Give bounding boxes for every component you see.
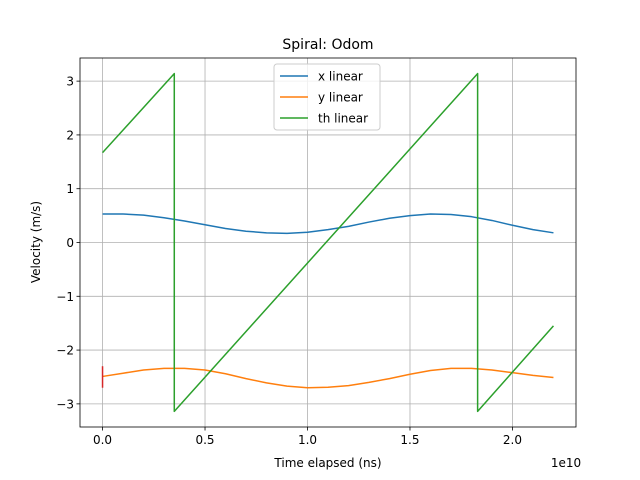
legend-box — [273, 63, 381, 131]
y-tick-label: 1 — [66, 182, 74, 196]
y-tick-label: 0 — [66, 236, 74, 250]
series-layer — [101, 72, 555, 413]
y-tick-label: −1 — [56, 290, 74, 304]
x-axis-label: Time elapsed (ns) — [273, 456, 381, 470]
x-tick-label: 0.5 — [195, 433, 214, 447]
series-line-th-linear — [101, 72, 555, 413]
x-tick-label: 2.0 — [503, 433, 522, 447]
y-tick-label: 2 — [66, 128, 74, 142]
legend-label: x linear — [318, 70, 363, 84]
y-axis-label: Velocity (m/s) — [29, 201, 43, 283]
chart-title: Spiral: Odom — [282, 37, 373, 53]
series-line-y-linear — [102, 367, 554, 389]
x-tick-label: 1.5 — [400, 433, 419, 447]
x-tick-label: 1.0 — [298, 433, 317, 447]
y-tick-label: 3 — [66, 75, 74, 89]
y-tick-label: −3 — [56, 397, 74, 411]
tick-layer: 0.0 0.5 1.0 1.5 2.0 3 2 1 0 −1 −2 −3 — [56, 75, 522, 447]
legend-label: th linear — [318, 112, 368, 126]
y-tick-label: −2 — [56, 344, 74, 358]
x-offset-label: 1e10 — [551, 456, 581, 470]
legend: x linear y linear th linear — [273, 63, 381, 131]
x-tick-label: 0.0 — [93, 433, 112, 447]
legend-label: y linear — [318, 91, 363, 105]
